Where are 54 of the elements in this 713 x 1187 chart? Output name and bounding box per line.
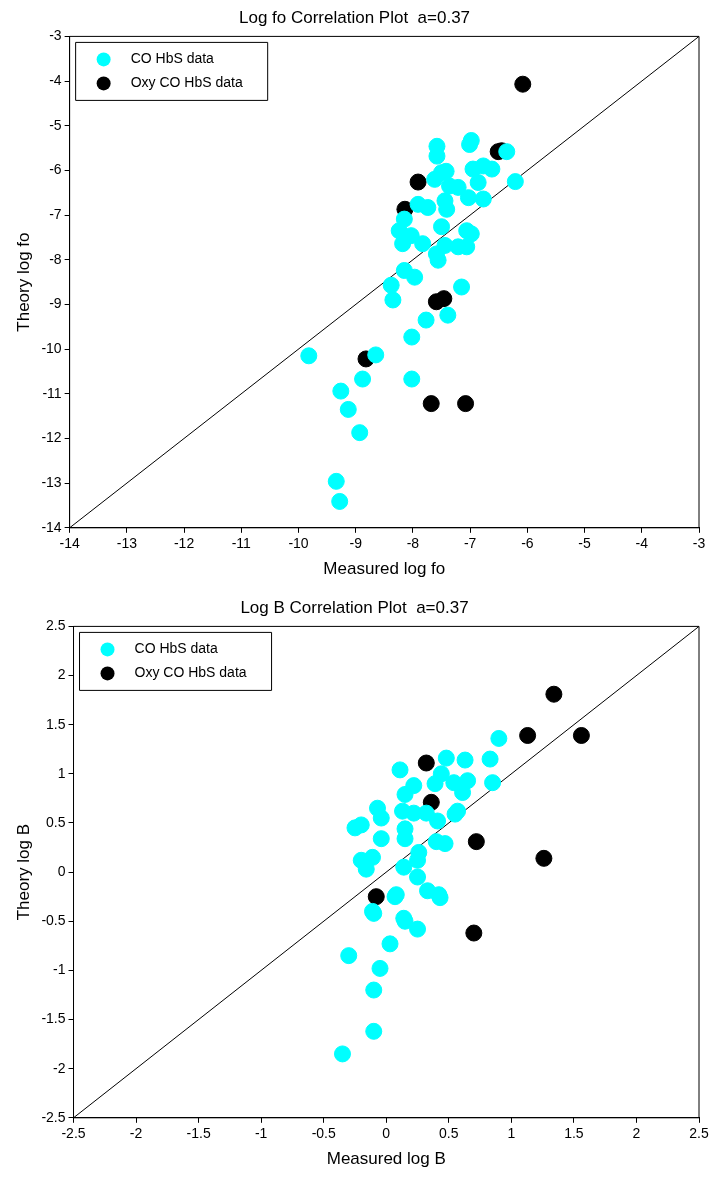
y-tick-label: -4 [49, 71, 62, 88]
y-tick-label: -11 [42, 384, 62, 401]
y-tick-label: -3 [49, 27, 62, 44]
x-tick-label: -1.5 [186, 1125, 211, 1142]
y-tick-label: -9 [49, 295, 62, 312]
y-tick-label: 2.5 [46, 617, 66, 634]
y-tick-label: -6 [49, 161, 62, 178]
x-tick-label: -4 [635, 535, 649, 552]
x-tick-label: -1 [254, 1125, 268, 1142]
y-axis-title: Theory log fo [13, 232, 33, 332]
y-tick-label: 0.5 [46, 813, 66, 830]
x-tick-label: 0 [382, 1125, 391, 1142]
x-tick-label: 2.5 [689, 1125, 709, 1142]
x-tick-label: -5 [578, 535, 592, 552]
y-tick-label: -14 [41, 518, 62, 535]
y-tick-label: 0 [57, 862, 66, 879]
x-tick-label: 2 [632, 1125, 641, 1142]
x-tick-label: -10 [288, 535, 309, 552]
x-axis-title: Measured log fo [323, 559, 446, 579]
y-tick-label: -2 [53, 1059, 66, 1076]
x-tick-label: -6 [521, 535, 534, 552]
y-tick-label: -0.5 [41, 912, 66, 929]
y-tick-label: 2 [57, 666, 66, 683]
legend-label: CO HbS data [130, 50, 215, 67]
legend-label: Oxy CO HbS data [134, 664, 247, 681]
x-tick-label: -0.5 [311, 1125, 336, 1142]
y-tick-label: -1 [53, 961, 66, 978]
x-tick-label: -2 [129, 1125, 143, 1142]
x-tick-label: 1 [507, 1125, 516, 1142]
y-tick-label: -5 [49, 116, 62, 133]
x-tick-label: -9 [349, 535, 363, 552]
x-tick-label: 1.5 [564, 1125, 584, 1142]
x-tick-label: 0.5 [439, 1125, 459, 1142]
y-tick-label: -13 [41, 473, 62, 490]
chart-title: Log fo Correlation Plot a=0.37 [238, 7, 471, 27]
y-tick-label: -8 [49, 250, 62, 267]
legend-label: Oxy CO HbS data [130, 74, 243, 91]
x-tick-label: -12 [173, 535, 195, 552]
x-tick-label: -3 [692, 535, 706, 552]
y-tick-label: -10 [41, 339, 62, 356]
legend-label: CO HbS data [134, 640, 218, 657]
x-tick-label: -7 [463, 535, 477, 552]
y-tick-label: -12 [41, 429, 62, 446]
x-tick-label: -11 [231, 535, 252, 552]
y-tick-label: 1 [57, 764, 66, 781]
y-tick-label: 1.5 [46, 715, 66, 732]
y-axis-title: Theory log B [13, 823, 33, 921]
y-tick-label: -7 [49, 205, 62, 222]
chart-title: Log B Correlation Plot a=0.37 [240, 597, 469, 617]
y-tick-label: -1.5 [41, 1010, 66, 1027]
x-tick-label: -13 [116, 535, 138, 552]
x-axis-title: Measured log B [326, 1149, 446, 1169]
y-tick-label: -2.5 [41, 1108, 66, 1125]
x-tick-label: -8 [406, 535, 420, 552]
